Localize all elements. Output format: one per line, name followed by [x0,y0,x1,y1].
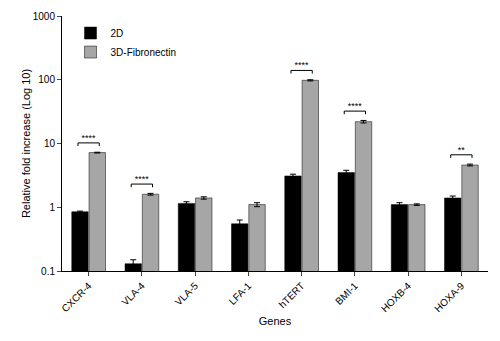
svg-text:Genes: Genes [259,315,292,327]
svg-text:1: 1 [49,202,55,213]
svg-text:3D-Fibronectin: 3D-Fibronectin [111,47,177,58]
svg-text:****: **** [82,133,97,143]
svg-text:1000: 1000 [33,11,56,22]
svg-text:****: **** [295,60,310,70]
svg-text:****: **** [348,101,363,111]
svg-text:****: **** [135,174,150,184]
svg-text:2D: 2D [111,28,124,39]
svg-text:**: ** [458,145,466,155]
svg-text:LFA-1: LFA-1 [227,280,254,307]
svg-text:HOXA-9: HOXA-9 [432,280,466,314]
svg-text:BMI-1: BMI-1 [333,280,360,307]
svg-text:VLA-5: VLA-5 [173,280,201,308]
svg-text:hTERT: hTERT [277,280,307,310]
svg-text:CXCR-4: CXCR-4 [59,280,93,314]
svg-text:HOXB-4: HOXB-4 [379,280,413,314]
svg-text:100: 100 [38,74,55,85]
svg-text:10: 10 [44,138,56,149]
svg-text:Relative fold increase (Log 10: Relative fold increase (Log 10) [20,69,32,218]
svg-text:VLA-4: VLA-4 [119,280,147,308]
svg-text:0.1: 0.1 [41,266,55,277]
